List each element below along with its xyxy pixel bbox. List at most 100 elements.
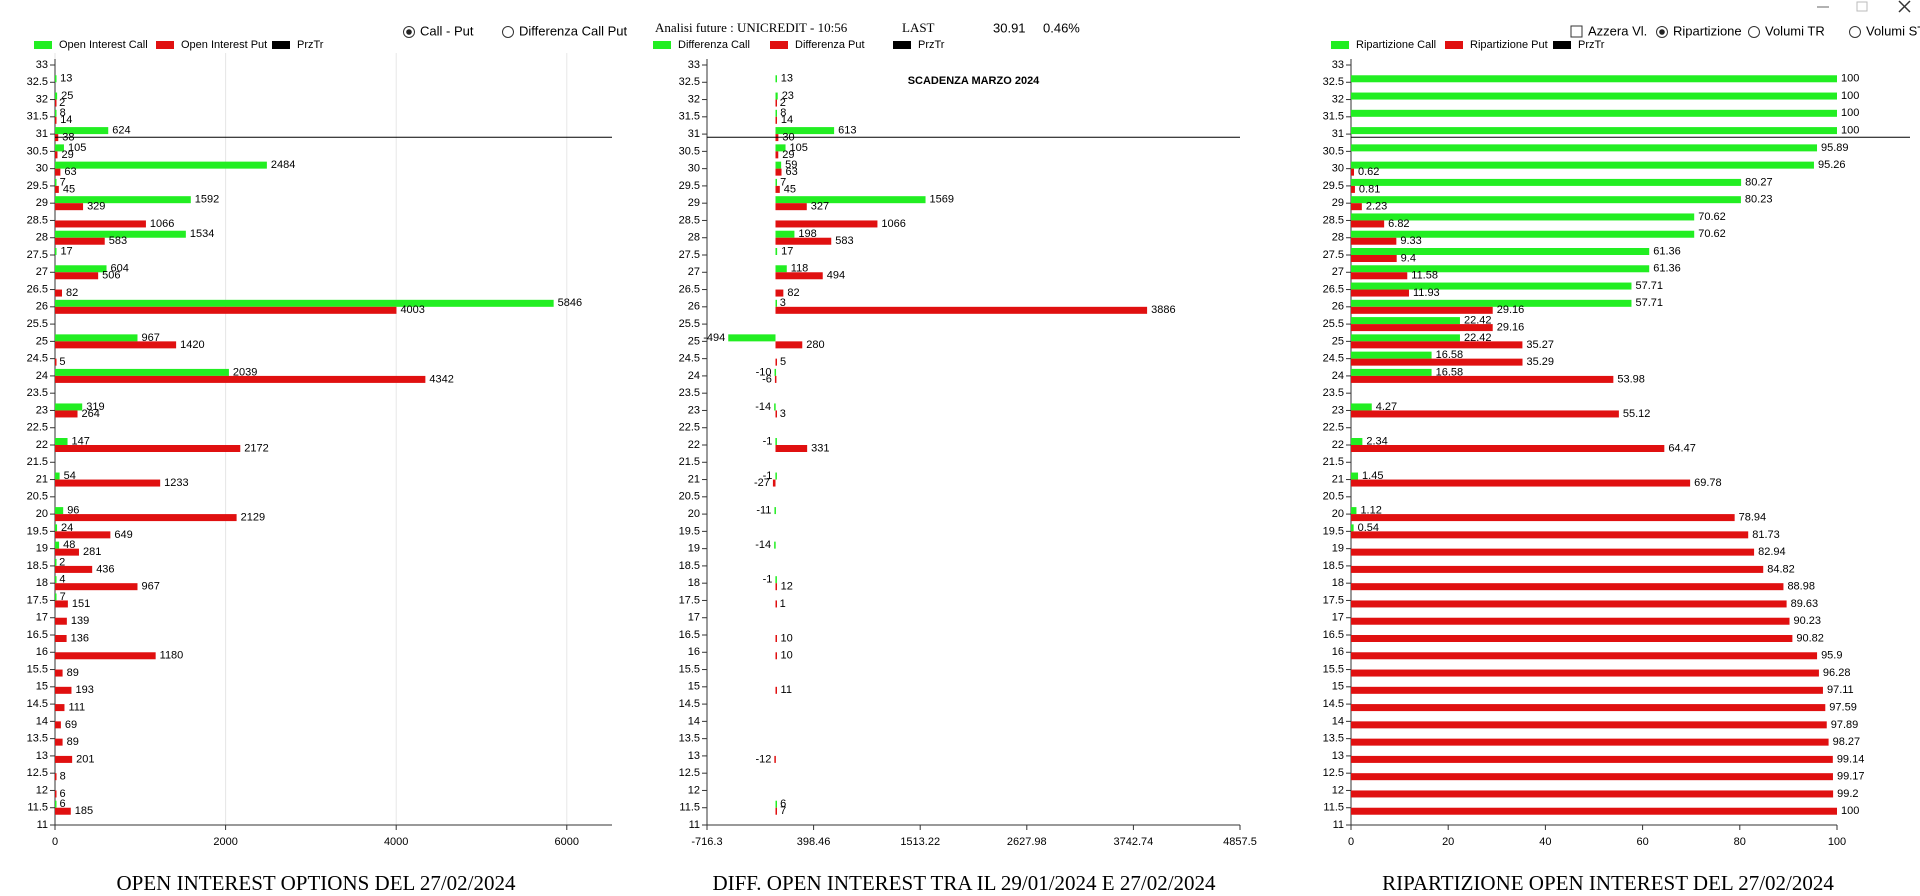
y-tick-label: 27.5: [27, 249, 48, 261]
bar: [1351, 144, 1818, 152]
bar: [55, 669, 63, 677]
value-label: 7: [780, 805, 786, 817]
bar: [775, 600, 777, 608]
value-label: 99.17: [1837, 771, 1865, 783]
y-tick-label: 29: [688, 197, 700, 209]
value-label: 3: [780, 297, 786, 309]
bar: [775, 185, 780, 193]
bar: [728, 334, 776, 342]
checkbox-azzera[interactable]: [1570, 25, 1583, 38]
bar: [1351, 324, 1493, 332]
bar: [55, 635, 67, 642]
legend-swatch: [1445, 41, 1463, 49]
value-label: 2.34: [1366, 435, 1387, 447]
checkbox-label[interactable]: Azzera Vl.: [1588, 23, 1647, 38]
bar: [1351, 213, 1695, 221]
bar: [55, 790, 57, 798]
bar: [775, 230, 795, 238]
y-tick-label: 24: [1332, 370, 1344, 382]
value-label: 2: [59, 556, 65, 568]
bar: [55, 144, 64, 152]
bar: [1351, 265, 1650, 273]
value-label: 35.27: [1526, 339, 1554, 351]
bar: [1351, 807, 1837, 815]
maximize-button[interactable]: [1856, 1, 1868, 12]
radio-label[interactable]: Ripartizione: [1673, 23, 1742, 38]
bar: [775, 289, 784, 297]
bar: [775, 272, 823, 280]
y-tick-label: 24.5: [679, 353, 700, 365]
value-label: 2129: [241, 511, 265, 523]
value-label: 1.12: [1360, 504, 1381, 516]
radio-label[interactable]: Volumi ST: [1866, 23, 1920, 38]
bar: [1351, 358, 1523, 366]
value-label: 29.16: [1497, 321, 1525, 333]
y-tick-label: 15: [1332, 681, 1344, 693]
bar: [775, 583, 777, 591]
y-tick-label: 29: [36, 197, 48, 209]
y-tick-label: 32.5: [679, 76, 700, 88]
bar: [775, 116, 777, 124]
y-tick-label: 18: [36, 577, 48, 589]
value-label: 139: [71, 615, 89, 627]
value-label: 2172: [244, 442, 268, 454]
y-tick-label: 11: [37, 819, 48, 831]
value-label: 35.29: [1527, 356, 1555, 368]
value-label: 55.12: [1623, 408, 1651, 420]
x-tick-label: 60: [1636, 836, 1648, 848]
bar: [1351, 514, 1735, 522]
radio-volumi-st[interactable]: [1849, 26, 1861, 38]
radio-label[interactable]: Differenza Call Put: [519, 23, 628, 38]
bar: [775, 635, 777, 642]
bar: [1351, 617, 1790, 625]
y-tick-label: 20: [1332, 508, 1344, 520]
bar: [775, 410, 777, 418]
close-button[interactable]: [1898, 0, 1911, 13]
y-tick-label: 16.5: [27, 629, 48, 641]
value-label: -6: [762, 373, 772, 385]
y-tick-label: 20.5: [27, 491, 48, 503]
chart-title: OPEN INTEREST OPTIONS DEL 27/02/2024: [117, 871, 517, 895]
value-label: 54: [64, 470, 76, 482]
radio-volumi-tr[interactable]: [1748, 26, 1760, 38]
value-label: 61.36: [1653, 245, 1681, 257]
value-label: 69: [65, 719, 77, 731]
y-tick-label: 18: [688, 577, 700, 589]
value-label: 17: [781, 245, 793, 257]
y-tick-label: 12: [1332, 784, 1344, 796]
x-tick-label: -716.3: [691, 836, 722, 848]
radio-label[interactable]: Call - Put: [420, 23, 474, 38]
value-label: 22.42: [1464, 314, 1492, 326]
bar: [55, 472, 60, 480]
value-label: 7: [60, 591, 66, 603]
y-tick-label: 26.5: [27, 283, 48, 295]
bar: [55, 151, 58, 159]
bar: [775, 127, 835, 135]
value-label: 613: [838, 124, 856, 136]
radio-difference[interactable]: [502, 26, 514, 38]
bar: [55, 334, 138, 342]
y-tick-label: 19.5: [27, 525, 48, 537]
value-label: 2039: [233, 366, 257, 378]
y-tick-label: 25.5: [27, 318, 48, 330]
y-tick-label: 15.5: [1323, 663, 1344, 675]
y-tick-label: 25: [1332, 335, 1344, 347]
y-tick-label: 27: [688, 266, 700, 278]
y-tick-label: 23.5: [1323, 387, 1344, 399]
value-label: 82: [66, 287, 78, 299]
radio-dot: [406, 29, 412, 35]
y-tick-label: 23: [1332, 404, 1344, 416]
y-tick-label: 17.5: [1323, 594, 1344, 606]
window-controls[interactable]: [1817, 0, 1911, 13]
y-tick-label: 24.5: [1323, 353, 1344, 365]
y-tick-label: 29.5: [679, 180, 700, 192]
bar: [775, 807, 777, 815]
bar: [775, 248, 778, 255]
bar: [55, 541, 60, 549]
value-label: 1.45: [1362, 470, 1383, 482]
y-tick-label: 17: [688, 612, 700, 624]
bar: [775, 445, 808, 452]
value-label: 57.71: [1635, 297, 1663, 309]
value-label: 100: [1841, 124, 1859, 136]
radio-label[interactable]: Volumi TR: [1765, 23, 1825, 38]
